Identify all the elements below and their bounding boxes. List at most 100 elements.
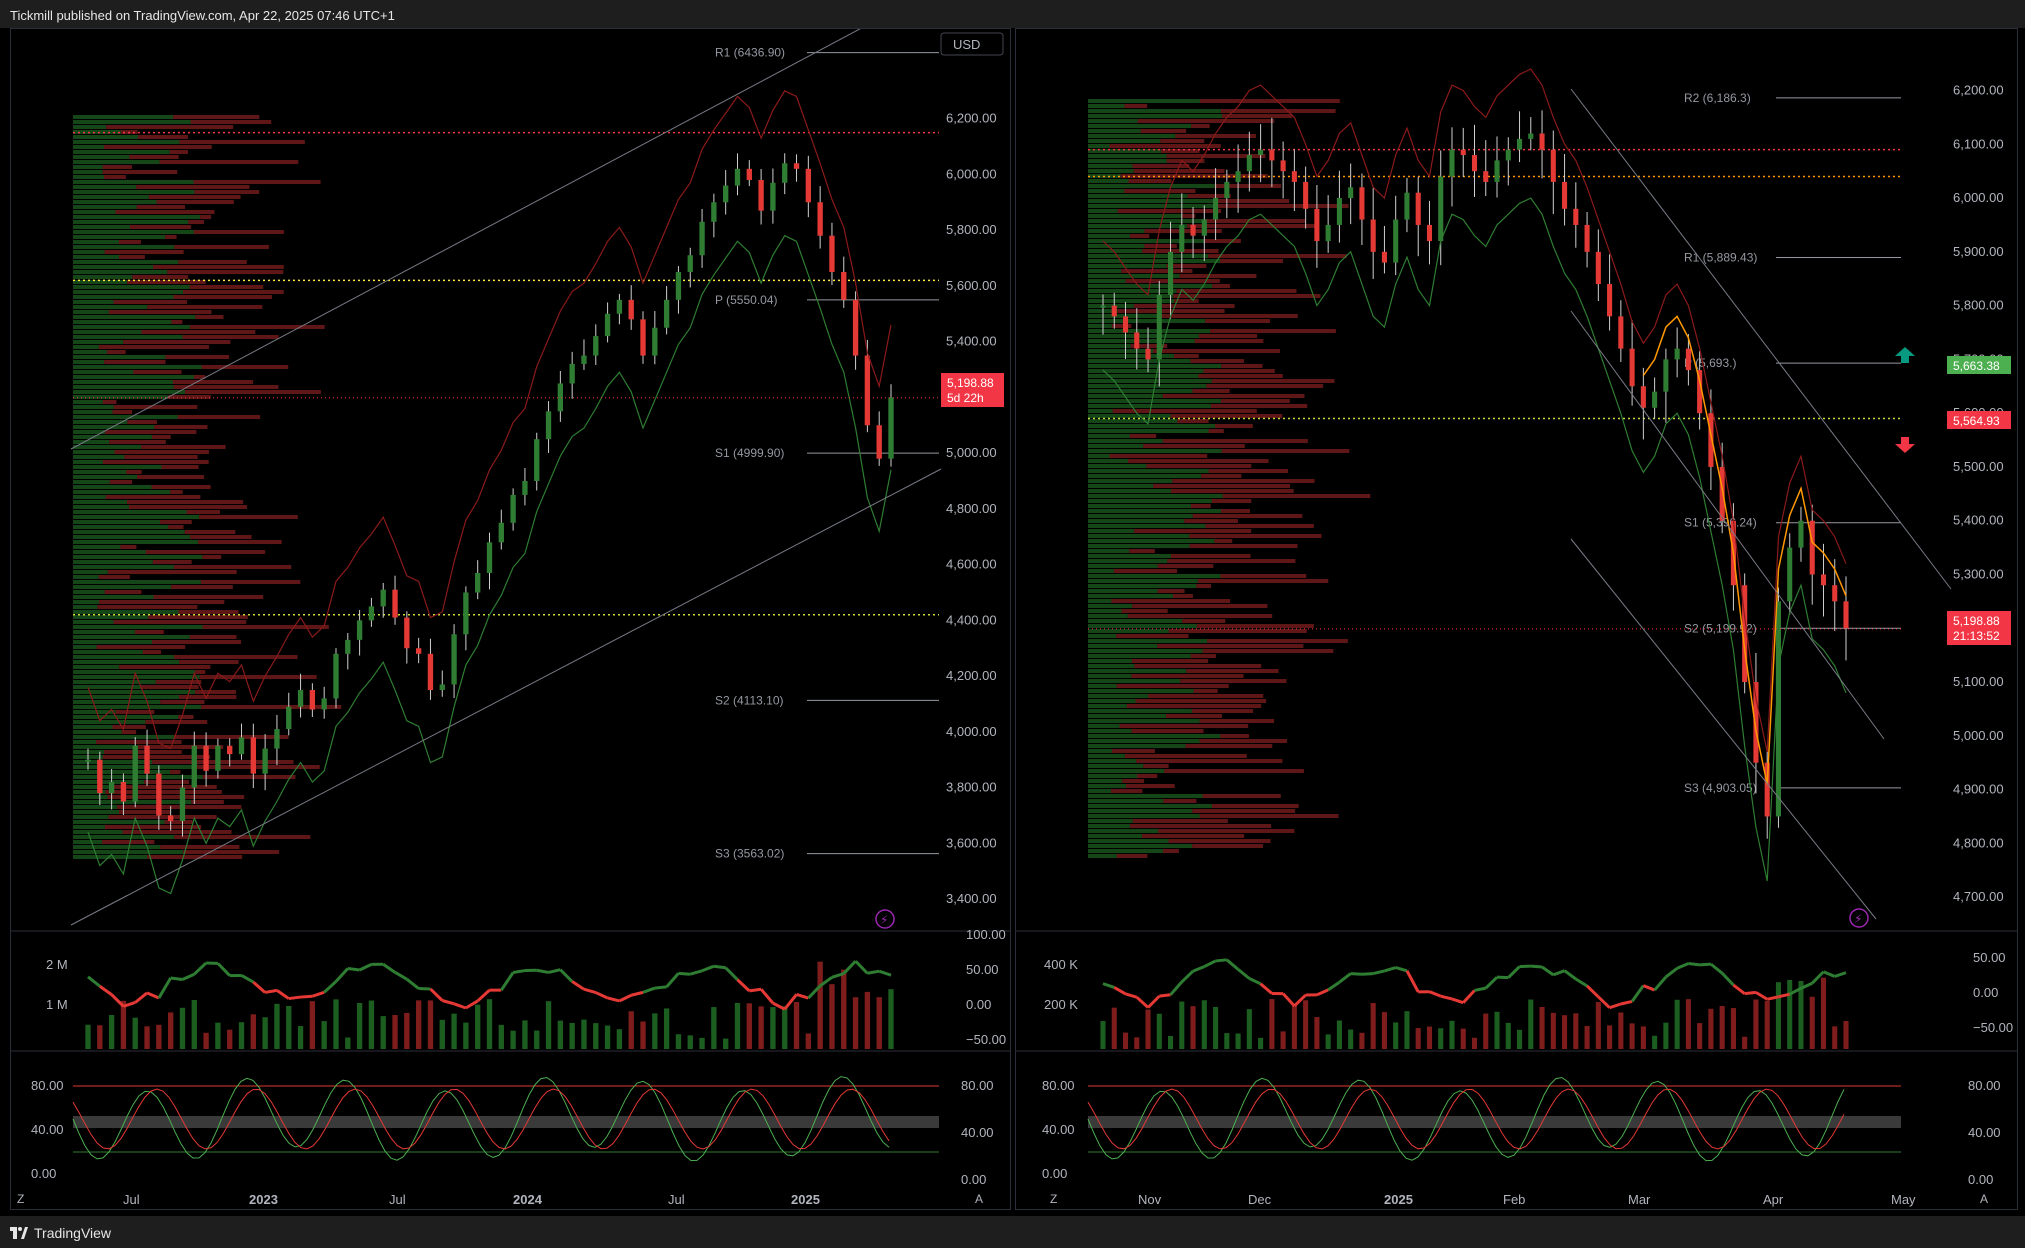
oscillator-line <box>1474 986 1487 992</box>
oscillator-line <box>1440 994 1453 1001</box>
volume-profile-bar <box>1088 824 1130 828</box>
z-icon[interactable]: Z <box>1050 1192 1057 1206</box>
volume-profile-bar <box>148 615 248 619</box>
candle-body <box>1809 520 1815 575</box>
candle-body <box>1640 386 1646 408</box>
volume-profile-bar <box>178 715 194 719</box>
volume-profile-bar <box>103 750 182 754</box>
volume-profile-bar <box>1088 244 1145 248</box>
left-time-axis: Jul 2023 Jul 2024 Jul 2025 <box>123 1192 820 1207</box>
green-level-value: 5,663.38 <box>1953 359 2000 373</box>
volume-profile-bar <box>112 410 133 414</box>
oscillator-line <box>1834 971 1847 978</box>
lightning-icon[interactable]: ⚡ <box>875 909 895 929</box>
volume-profile-bar <box>73 455 125 459</box>
pivot-label: R2 (6,186.3) <box>1684 91 1751 105</box>
volume-profile-bar <box>1121 269 1193 273</box>
oscillator-tick-label: 50.00 <box>1973 950 2006 965</box>
volume-profile-bar <box>124 455 198 459</box>
oscillator-line <box>583 987 597 995</box>
volume-profile-bar <box>1088 744 1186 748</box>
volume-bar <box>1213 1006 1219 1049</box>
volume-profile-bar <box>1196 584 1212 588</box>
volume-bar <box>321 1021 327 1049</box>
volume-profile-bar <box>1212 284 1230 288</box>
volume-bar <box>1685 999 1691 1049</box>
candle-body <box>156 773 162 816</box>
volume-profile-bar <box>148 195 241 199</box>
volume-profile-bar <box>141 330 256 334</box>
volume-profile-bar <box>1088 849 1164 853</box>
volume-profile-bar <box>99 600 225 604</box>
stoch-d-line <box>72 1088 890 1150</box>
stoch-d-line <box>1087 1088 1845 1150</box>
volume-profile-bar <box>73 640 153 644</box>
lightning-icon[interactable]: ⚡ <box>1849 908 1869 928</box>
volume-profile-bar <box>1205 524 1314 528</box>
volume-bar <box>628 1011 634 1049</box>
volume-profile-bar <box>1128 459 1269 463</box>
last-price-value: 5,198.88 <box>947 376 994 390</box>
a-icon[interactable]: A <box>975 1192 983 1206</box>
volume-profile-bar <box>73 330 142 334</box>
volume-profile-bar <box>1168 629 1307 633</box>
volume-profile-bar <box>165 355 230 359</box>
volume-profile-bar <box>1088 644 1158 648</box>
volume-profile-bar <box>177 415 261 419</box>
candle-body <box>179 787 186 822</box>
oscillator-line <box>1811 970 1825 985</box>
candle-body <box>321 698 327 710</box>
candle-body <box>1156 294 1162 360</box>
volume-profile-bar <box>73 275 133 279</box>
trend-channel-line <box>1570 538 1877 920</box>
volume-profile-bar <box>1088 139 1161 143</box>
volume-profile-bar <box>73 485 152 489</box>
volume-bar <box>1325 1034 1331 1049</box>
a-icon[interactable]: A <box>1980 1192 1988 1206</box>
volume-profile-bar <box>190 535 252 539</box>
oscillator-tick-label: 50.00 <box>966 962 999 977</box>
volume-profile-bar <box>169 150 188 154</box>
volume-profile-bar <box>1111 324 1132 328</box>
volume-bar <box>1550 1012 1556 1049</box>
volume-profile-bar <box>1162 439 1308 443</box>
left-chart-svg[interactable]: 6,200.00 6,000.00 5,800.00 5,600.00 5,400.00… <box>11 29 1010 1209</box>
right-chart-panel[interactable]: 6,200.00 6,100.00 6,000.00 5,900.00 5,800.00… <box>1015 28 2018 1210</box>
tradingview-brand[interactable]: TradingView <box>10 1225 111 1241</box>
oscillator-line <box>1699 962 1712 967</box>
volume-profile-bar <box>73 660 180 664</box>
volume-profile-bar <box>73 430 105 434</box>
volume-bar <box>1348 1029 1354 1049</box>
currency-button[interactable]: USD <box>940 32 1004 56</box>
volume-profile-bar <box>1088 209 1118 213</box>
left-chart-panel[interactable]: 6,200.00 6,000.00 5,800.00 5,600.00 5,400.00… <box>10 28 1011 1210</box>
volume-profile-bar <box>1137 119 1275 123</box>
candle-body <box>1122 316 1129 333</box>
volume-profile-bar <box>1088 189 1125 193</box>
red-level-value: 5,564.93 <box>1953 414 2000 428</box>
oscillator-line <box>216 962 231 977</box>
volume-profile-bar <box>172 380 254 384</box>
oscillator-line <box>1778 992 1791 999</box>
candle-body <box>569 363 575 384</box>
volume-profile-bar <box>1088 494 1223 498</box>
oscillator-line <box>1384 966 1397 973</box>
oscillator-line <box>512 969 526 974</box>
volume-profile-bar <box>120 545 137 549</box>
volume-profile-bar <box>102 170 178 174</box>
right-chart-svg[interactable]: 6,200.00 6,100.00 6,000.00 5,900.00 5,800.00… <box>1016 29 2017 1209</box>
volume-profile-bar <box>1214 539 1233 543</box>
oscillator-line <box>1405 970 1420 993</box>
oscillator-line <box>1102 982 1115 989</box>
volume-bar <box>1460 1028 1466 1049</box>
volume-profile-bar <box>173 385 279 389</box>
candle-body <box>510 494 516 523</box>
oscillator-tick-label: −50.00 <box>966 1032 1006 1047</box>
volume-profile-bar <box>1164 769 1304 773</box>
oscillator-line <box>689 969 703 976</box>
z-icon[interactable]: Z <box>17 1192 24 1206</box>
oscillator-line <box>1530 964 1543 969</box>
volume-profile-bar <box>126 470 142 474</box>
volume-profile-bar <box>1088 294 1174 298</box>
candle-body <box>97 759 103 794</box>
